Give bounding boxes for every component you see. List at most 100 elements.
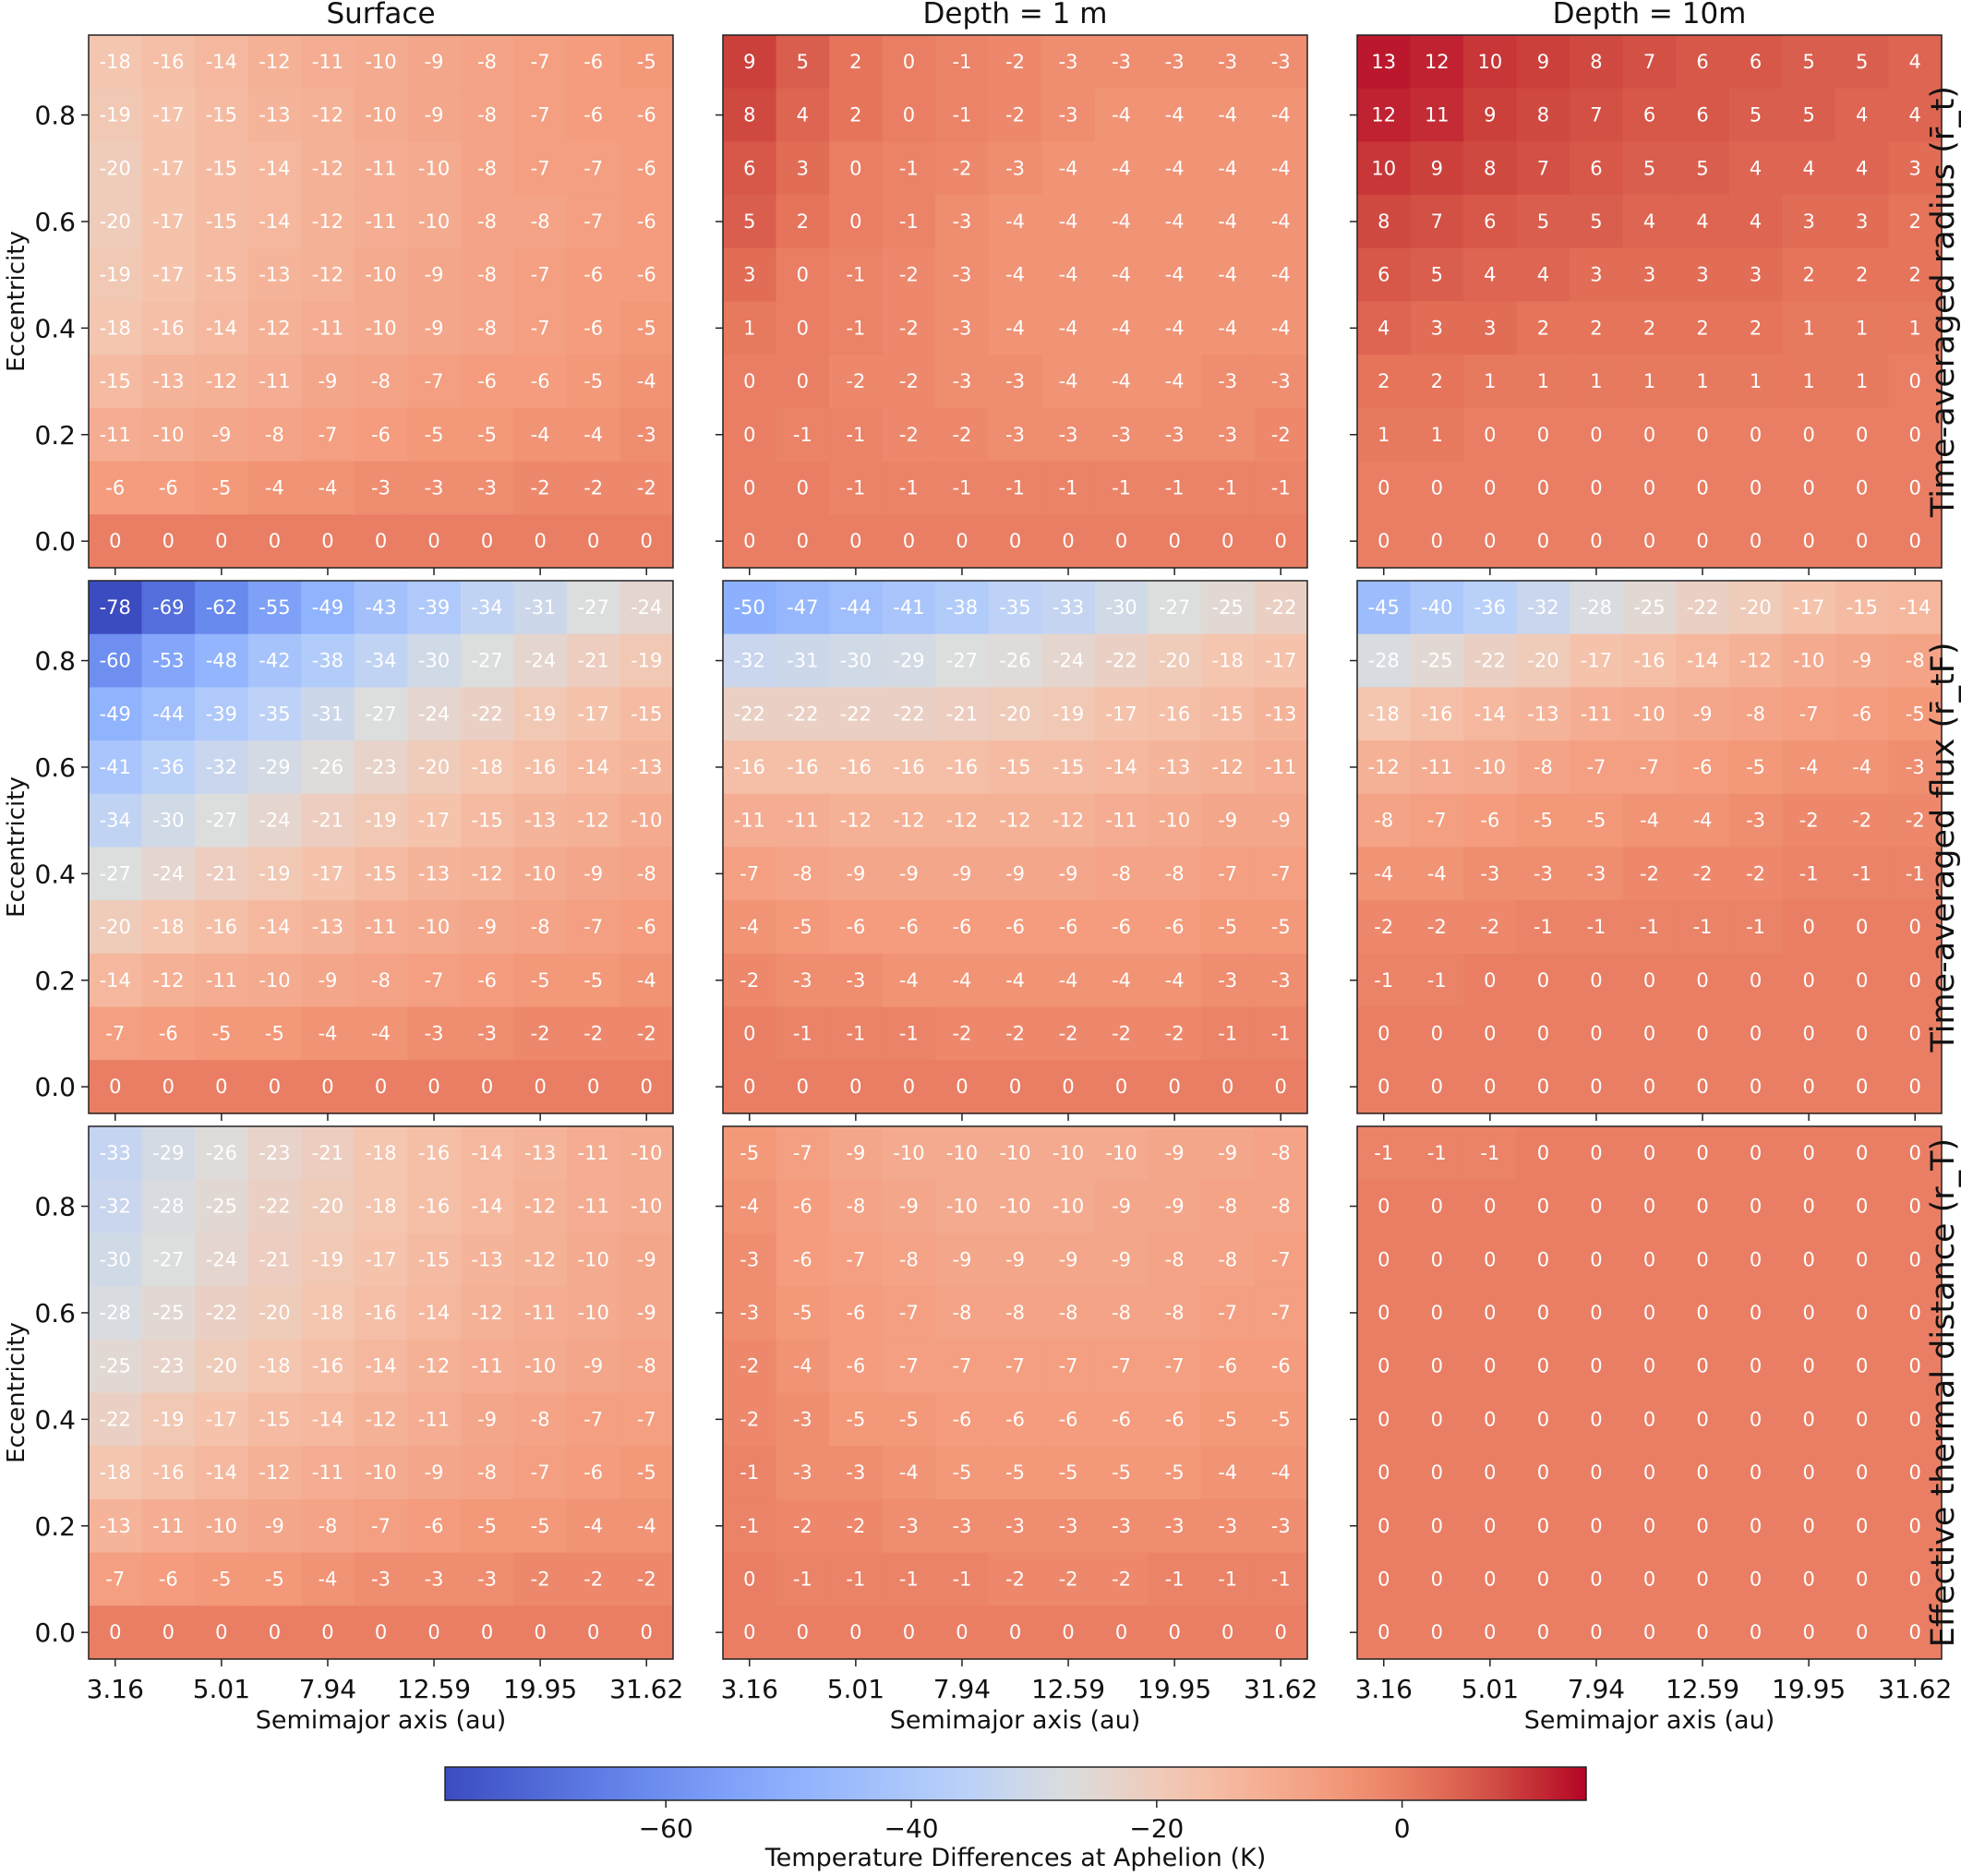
cell-value-label: 0 bbox=[797, 317, 809, 339]
cell-value-label: -14 bbox=[578, 756, 609, 778]
cell-value-label: -12 bbox=[152, 969, 184, 992]
panel-r1-c1: -50 -47 -44 -41 -38 -35 -33 -30 -27 -25 -22-32 -31-… bbox=[722, 580, 1308, 1114]
cell-value-label: -7 bbox=[1165, 1355, 1185, 1377]
heatmap-cell bbox=[354, 793, 408, 848]
cell-value-label: -7 bbox=[1218, 1302, 1237, 1324]
x-tick-label: 5.01 bbox=[1462, 1674, 1519, 1704]
cell-value-label: -24 bbox=[418, 703, 450, 725]
cell-value-label: 1 bbox=[1484, 370, 1496, 392]
x-tick-label: 19.95 bbox=[1772, 1674, 1846, 1704]
cell-value-label: 0 bbox=[1856, 1621, 1868, 1643]
cell-value-label: -16 bbox=[524, 756, 556, 778]
cell-value-label: -1 bbox=[1427, 969, 1447, 992]
heatmap-cell bbox=[935, 247, 990, 303]
heatmap-cell bbox=[988, 740, 1042, 795]
heatmap-cell bbox=[1410, 847, 1464, 901]
cell-value-label: -6 bbox=[477, 370, 497, 392]
heatmap-cell bbox=[407, 88, 462, 142]
cell-value-label: -22 bbox=[787, 703, 818, 725]
cell-value-label: -10 bbox=[418, 157, 450, 179]
cell-value-label: -22 bbox=[471, 703, 502, 725]
heatmap-cell bbox=[1041, 1392, 1096, 1447]
cell-value-label: -14 bbox=[1474, 703, 1506, 725]
heatmap-cell bbox=[247, 953, 302, 1008]
heatmap-cell bbox=[882, 687, 936, 741]
cell-value-label: 0 bbox=[743, 530, 755, 552]
cell-value-label: -13 bbox=[1265, 703, 1296, 725]
heatmap-cell bbox=[829, 514, 884, 569]
cell-value-label: -5 bbox=[531, 969, 550, 992]
panel-frame bbox=[722, 580, 1308, 1114]
cell-value-label: -13 bbox=[524, 810, 556, 832]
cell-value-label: -8 bbox=[318, 1515, 337, 1537]
cell-value-label: -4 bbox=[1852, 756, 1871, 778]
cell-value-label: -3 bbox=[740, 1302, 759, 1324]
heatmap-cell bbox=[1410, 1339, 1464, 1394]
cell-value-label: -3 bbox=[793, 969, 812, 992]
cell-value-label: -48 bbox=[206, 650, 237, 672]
cell-value-label: -33 bbox=[100, 1142, 131, 1164]
y-tick-label: 0.0 bbox=[34, 1617, 76, 1648]
heatmap-cell bbox=[1357, 1179, 1412, 1233]
heatmap-cell bbox=[1570, 88, 1624, 142]
cell-value-label: -12 bbox=[418, 1355, 450, 1377]
heatmap-cell bbox=[1200, 1498, 1256, 1554]
cell-value-label: -23 bbox=[259, 1142, 290, 1164]
cell-value-label: -13 bbox=[1527, 703, 1558, 725]
x-tick-label: 31.62 bbox=[1244, 1674, 1317, 1704]
cell-value-label: 8 bbox=[1537, 104, 1549, 126]
heatmap-cell bbox=[1622, 88, 1677, 142]
heatmap-cell bbox=[1041, 1605, 1096, 1660]
cell-value-label: 0 bbox=[1590, 1461, 1602, 1484]
heatmap-cell bbox=[882, 1126, 936, 1181]
cell-value-label: -2 bbox=[1165, 1022, 1185, 1044]
cell-value-label: -6 bbox=[637, 210, 656, 233]
heatmap-cell bbox=[513, 461, 568, 515]
heatmap-cell bbox=[935, 900, 990, 955]
cell-value-label: 0 bbox=[903, 51, 915, 73]
cell-value-label: -1 bbox=[1586, 916, 1606, 938]
cell-value-label: 0 bbox=[587, 1076, 599, 1098]
cell-value-label: 0 bbox=[1377, 1196, 1390, 1218]
heatmap-cell bbox=[1570, 514, 1624, 569]
heatmap-cell bbox=[829, 793, 884, 848]
heatmap-cell bbox=[1357, 355, 1412, 409]
heatmap-cell bbox=[195, 1060, 249, 1114]
cell-value-label: -10 bbox=[999, 1142, 1030, 1164]
heatmap-cell bbox=[1728, 88, 1783, 142]
cell-value-label: -14 bbox=[471, 1196, 502, 1218]
cell-value-label: 0 bbox=[534, 530, 546, 552]
heatmap-cell bbox=[460, 1446, 514, 1500]
cell-value-label: 0 bbox=[1431, 1355, 1443, 1377]
heatmap-cell bbox=[1728, 793, 1783, 848]
cell-value-label: -24 bbox=[1053, 650, 1084, 672]
heatmap-cell bbox=[89, 900, 143, 955]
cell-value-label: 0 bbox=[1009, 1076, 1021, 1098]
cell-value-label: -12 bbox=[946, 810, 978, 832]
heatmap-cell bbox=[1200, 633, 1256, 688]
cell-value-label: -38 bbox=[946, 596, 978, 619]
cell-value-label: -8 bbox=[531, 210, 550, 233]
heatmap-cell bbox=[407, 514, 462, 569]
cell-value-label: -19 bbox=[365, 810, 396, 832]
cell-value-label: -3 bbox=[793, 1408, 812, 1430]
heatmap-cell bbox=[1622, 195, 1677, 249]
cell-value-label: -10 bbox=[259, 969, 290, 992]
cell-value-label: -2 bbox=[637, 1022, 656, 1044]
heatmap-cell bbox=[566, 687, 621, 741]
cell-value-label: 0 bbox=[1856, 1196, 1868, 1218]
heatmap-cell bbox=[1041, 793, 1096, 848]
heatmap-cell bbox=[1410, 1498, 1464, 1554]
cell-value-label: -31 bbox=[312, 703, 343, 725]
cell-value-label: 2 bbox=[1590, 317, 1602, 339]
heatmap-cell bbox=[407, 847, 462, 901]
cell-value-label: 0 bbox=[1537, 1621, 1549, 1643]
heatmap-cell bbox=[1728, 1339, 1783, 1394]
cell-value-label: 1 bbox=[743, 317, 755, 339]
cell-value-label: 0 bbox=[1750, 1302, 1762, 1324]
heatmap-cell bbox=[195, 1446, 249, 1500]
heatmap-cell bbox=[460, 687, 514, 741]
heatmap-cell bbox=[460, 88, 514, 142]
heatmap-cell bbox=[141, 514, 196, 569]
cell-value-label: -14 bbox=[312, 1408, 343, 1430]
